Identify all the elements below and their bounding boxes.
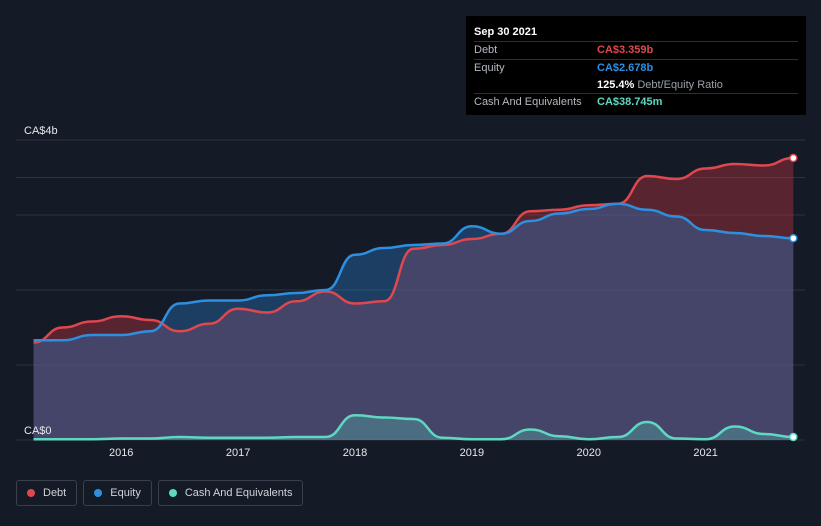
x-tick-label-2019: 2019 [460,447,484,459]
y-tick-label-0: CA$4b [24,125,58,137]
series-areas [33,158,794,440]
x-tick-label-2018: 2018 [343,447,367,459]
x-axis-ticks: 2016 2017 2018 2019 2020 2021 [109,447,718,459]
legend-debt-label: Debt [43,487,67,499]
tooltip-equity-row: Equity CA$2.678b [474,59,798,77]
tooltip-debt-label: Debt [474,44,498,56]
tooltip-debt-value: CA$3.359b [597,44,654,56]
tooltip-equity-value: CA$2.678b [597,62,654,74]
gridlines [16,139,805,441]
legend-cash-button[interactable]: Cash And Equivalents [157,480,304,506]
cash-dot-icon [168,489,177,497]
tooltip-equity-label: Equity [474,62,505,74]
tooltip-cash-label: Cash And Equivalents [474,96,582,108]
tooltip-panel: Sep 30 2021 Debt CA$3.359b Equity CA$2.6… [466,16,806,115]
tooltip-cash-row: Cash And Equivalents CA$38.745m [474,93,798,111]
chart-legend: Debt Equity Cash And Equivalents [16,480,304,506]
legend-cash-label: Cash And Equivalents [184,487,293,499]
equity-area [33,203,794,440]
equity-line [33,202,794,342]
equity-dot-icon [94,489,103,497]
end-markers [789,153,798,442]
tooltip-ratio: 125.4% Debt/Equity Ratio [474,77,798,93]
cash-and-equivalents-area [33,415,794,440]
legend-debt-button[interactable]: Debt [16,480,78,506]
legend-equity-button[interactable]: Equity [83,480,152,506]
tooltip-cash-value: CA$38.745m [597,96,663,108]
debt-end-marker [789,153,798,163]
y-tick-label-1: CA$0 [24,425,52,437]
tooltip-debt-row: Debt CA$3.359b [474,41,798,59]
debt-area [33,158,794,440]
tooltip-ratio-value: 125.4% [597,79,635,91]
y-axis-ticks: CA$4b CA$0 [24,125,58,437]
x-tick-label-2020: 2020 [577,447,601,459]
legend-equity-label: Equity [110,487,141,499]
series-lines [33,156,794,441]
x-tick-label-2017: 2017 [226,447,250,459]
x-tick-label-2021: 2021 [693,447,717,459]
x-tick-label-2016: 2016 [109,447,133,459]
cash-and-equivalents-end-marker [789,432,798,442]
debt-dot-icon [27,489,35,497]
equity-end-marker [789,234,798,243]
tooltip-date: Sep 30 2021 [474,26,537,38]
tooltip-ratio-label: Debt/Equity Ratio [637,79,723,91]
cash-and-equivalents-line [33,413,794,441]
